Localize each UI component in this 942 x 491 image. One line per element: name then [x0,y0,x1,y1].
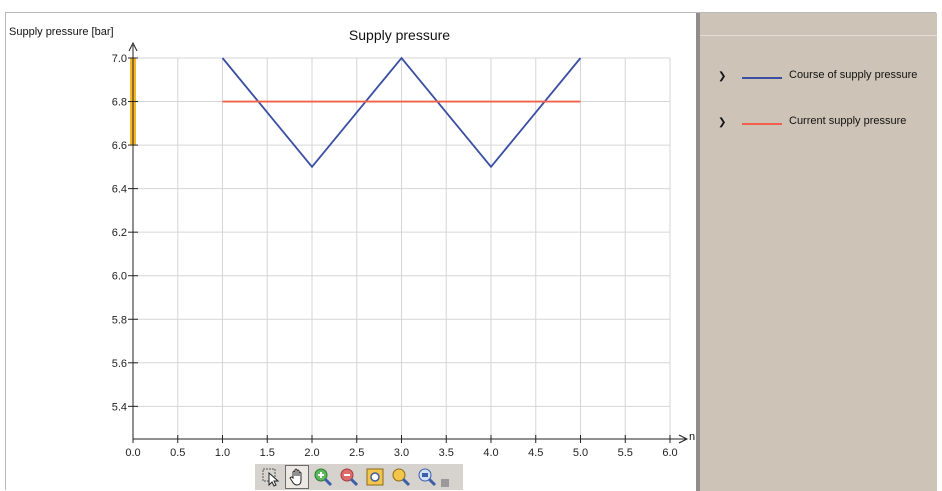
plot-area: 5.4 5.6 5.8 6.0 6.2 6.4 6.6 6.8 7.0 0.0 0.5 1.0 1.5 2… [6,13,696,491]
select-pointer-icon [262,468,280,487]
legend-item-course[interactable]: ❯ Course of supply pressure [718,69,923,83]
x-axis-arrow [678,434,689,444]
legend-swatch [742,123,782,125]
x-tick-label: 4.0 [483,447,498,459]
zoom-reset-icon [418,468,437,487]
x-tick-label: 6.0 [662,447,677,459]
x-tick-label: 4.5 [528,447,543,459]
zoom-out-button[interactable] [337,465,361,489]
legend-panel: ❯ Course of supply pressure ❯ Current su… [696,13,937,491]
y-tick-label: 5.8 [112,314,127,326]
x-tick-label: 0.5 [170,447,185,459]
x-tick-label: 1.0 [215,447,230,459]
x-tick-label: 1.5 [260,447,275,459]
chart-toolbar [255,464,463,490]
y-tick-label: 5.4 [112,401,127,413]
legend-item-current[interactable]: ❯ Current supply pressure [718,115,923,129]
y-tick-label: 7.0 [112,53,127,65]
chart-window: 5.4 5.6 5.8 6.0 6.2 6.4 6.6 6.8 7.0 0.0 0.5 1.0 1.5 2… [5,12,937,491]
zoom-magnify-button[interactable] [389,465,413,489]
zoom-out-icon [340,468,359,487]
chevron-down-icon[interactable]: ❯ [718,71,727,82]
chart-title: Supply pressure [349,27,450,43]
y-tick-label: 6.2 [112,227,127,239]
x-tick-label: 5.0 [573,447,588,459]
y-tick-label: 6.4 [112,184,127,196]
x-tick-label: 2.5 [349,447,364,459]
legend-label: Current supply pressure [789,115,907,127]
toolbar-resize-grip[interactable] [441,479,449,487]
x-tick-label: 3.5 [439,447,454,459]
y-tick-label: 6.8 [112,97,127,109]
x-axis-label: n [689,431,695,443]
zoom-magnify-icon [392,468,411,487]
legend-divider [700,35,937,36]
zoom-in-icon [314,468,333,487]
y-axis-label: Supply pressure [bar] [9,26,114,38]
select-pointer-button[interactable] [259,465,283,489]
y-tick-label: 5.6 [112,358,127,370]
legend-swatch [742,77,782,79]
fit-view-button[interactable] [363,465,387,489]
y-tick-label: 6.0 [112,271,127,283]
pan-hand-icon [289,468,302,486]
chevron-down-icon[interactable]: ❯ [718,117,727,128]
x-tick-label: 5.5 [618,447,633,459]
pan-button[interactable] [285,465,309,489]
legend-label: Course of supply pressure [789,69,918,81]
chart: 5.4 5.6 5.8 6.0 6.2 6.4 6.6 6.8 7.0 0.0 0.5 1.0 1.5 2… [9,26,695,459]
series-line-course [221,56,582,169]
zoom-in-button[interactable] [311,465,335,489]
y-tick-label: 6.6 [112,140,127,152]
fit-view-icon [366,468,384,486]
y-axis-arrow [128,41,138,52]
x-tick-label: 0.0 [125,447,140,459]
x-tick-label: 3.0 [394,447,409,459]
x-tick-label: 2.0 [304,447,319,459]
zoom-reset-button[interactable] [415,465,439,489]
